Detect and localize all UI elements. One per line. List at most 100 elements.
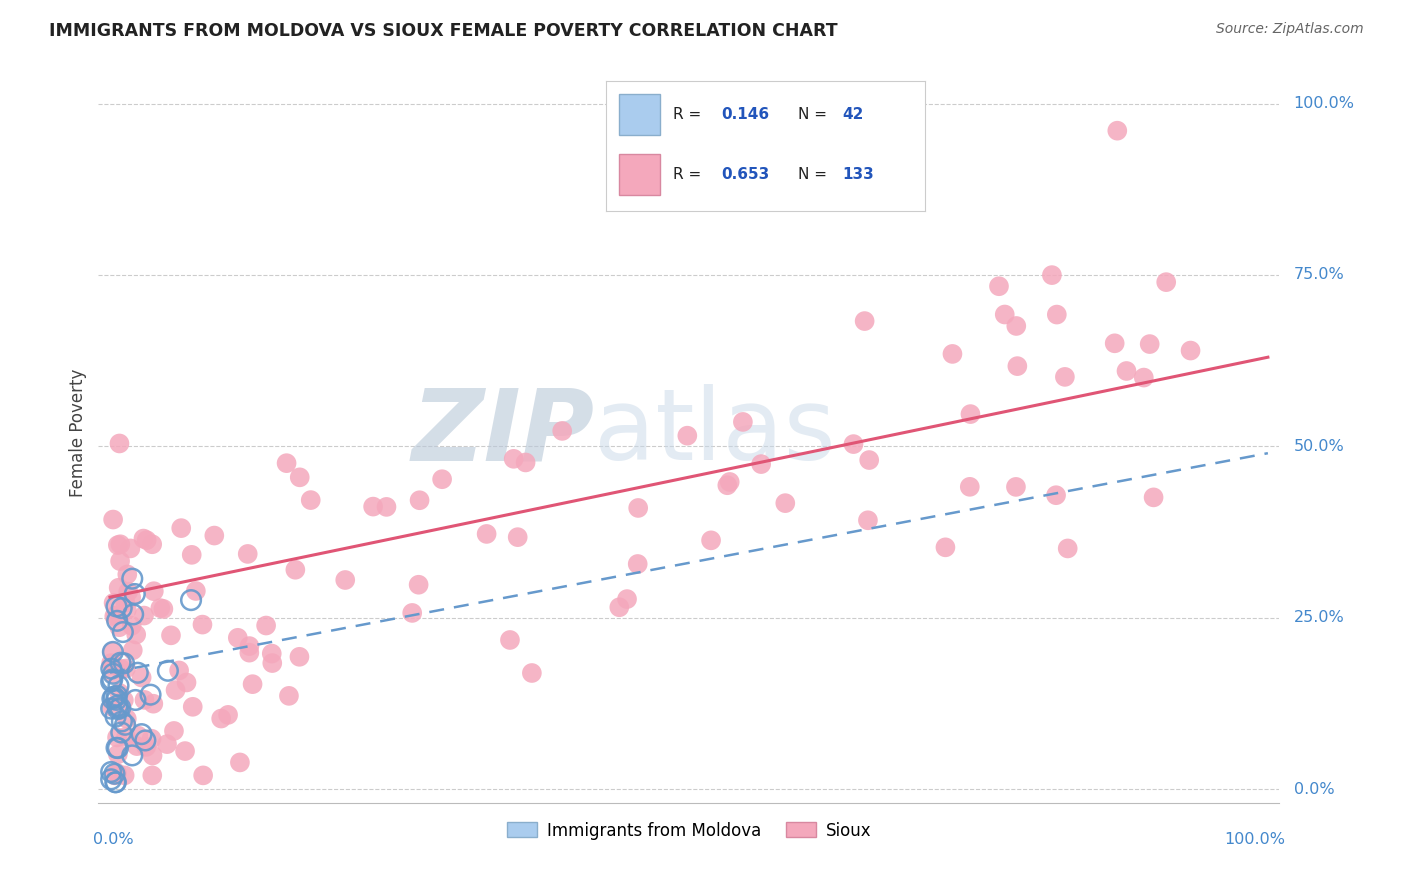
Point	[284, 563, 307, 577]
Point	[107, 747, 129, 762]
Point	[124, 693, 146, 707]
Point	[135, 533, 157, 548]
Point	[551, 424, 574, 438]
Legend: Immigrants from Moldova, Sioux: Immigrants from Moldova, Sioux	[501, 815, 877, 847]
Point	[112, 657, 135, 671]
Point	[288, 470, 311, 484]
Point	[114, 718, 136, 732]
Point	[115, 661, 138, 675]
Point	[506, 530, 529, 544]
Text: 0.0%: 0.0%	[1294, 781, 1334, 797]
Point	[103, 690, 125, 704]
Point	[108, 686, 131, 700]
Point	[101, 673, 124, 687]
Point	[124, 587, 146, 601]
Point	[858, 453, 880, 467]
Point	[627, 500, 650, 515]
Point	[1007, 359, 1029, 373]
Text: 0.0%: 0.0%	[93, 832, 134, 847]
Point	[1107, 124, 1129, 138]
Point	[134, 693, 156, 707]
Point	[499, 632, 522, 647]
Point	[100, 662, 122, 676]
Point	[115, 730, 138, 744]
Point	[408, 578, 430, 592]
Point	[180, 548, 202, 562]
Point	[105, 698, 128, 713]
Text: IMMIGRANTS FROM MOLDOVA VS SIOUX FEMALE POVERTY CORRELATION CHART: IMMIGRANTS FROM MOLDOVA VS SIOUX FEMALE …	[49, 22, 838, 40]
Point	[994, 308, 1017, 322]
Point	[1115, 364, 1137, 378]
Point	[107, 581, 129, 595]
Point	[101, 645, 124, 659]
Point	[134, 733, 156, 747]
Point	[104, 775, 127, 789]
Point	[111, 714, 134, 729]
Point	[959, 480, 981, 494]
Point	[101, 645, 124, 659]
Point	[135, 739, 157, 754]
Point	[262, 656, 284, 670]
Point	[103, 596, 125, 610]
Point	[1133, 370, 1156, 384]
Point	[401, 606, 423, 620]
Point	[163, 723, 186, 738]
Point	[1104, 336, 1126, 351]
Point	[110, 725, 132, 739]
Point	[108, 620, 131, 634]
Point	[749, 457, 772, 471]
Point	[112, 693, 135, 707]
Point	[141, 537, 163, 551]
Point	[278, 689, 301, 703]
Point	[107, 702, 129, 716]
Point	[335, 573, 357, 587]
Point	[131, 727, 153, 741]
Point	[361, 500, 384, 514]
Point	[105, 731, 128, 745]
Point	[104, 775, 127, 789]
Point	[127, 729, 149, 743]
Point	[114, 596, 136, 610]
Point	[941, 347, 963, 361]
Point	[475, 527, 498, 541]
Point	[502, 451, 524, 466]
Point	[142, 584, 165, 599]
Point	[101, 666, 124, 681]
Point	[110, 662, 132, 676]
Point	[131, 671, 153, 685]
Point	[105, 740, 128, 755]
Point	[170, 521, 193, 535]
Point	[229, 756, 252, 770]
Text: 100.0%: 100.0%	[1294, 96, 1354, 112]
Point	[127, 665, 149, 680]
Point	[121, 643, 143, 657]
Point	[260, 647, 283, 661]
Point	[288, 649, 311, 664]
Point	[934, 541, 956, 555]
Point	[101, 512, 124, 526]
Point	[100, 764, 122, 779]
Point	[100, 699, 122, 714]
Point	[217, 707, 239, 722]
Point	[1040, 268, 1063, 282]
Point	[408, 493, 430, 508]
Point	[775, 496, 797, 510]
Point	[115, 712, 138, 726]
Point	[103, 766, 125, 780]
Point	[117, 584, 139, 599]
Point	[856, 513, 879, 527]
Point	[174, 744, 197, 758]
Point	[1046, 308, 1069, 322]
Point	[238, 639, 260, 653]
Point	[607, 600, 630, 615]
Point	[115, 603, 138, 617]
Text: 100.0%: 100.0%	[1225, 832, 1285, 847]
Point	[676, 428, 699, 442]
Point	[121, 619, 143, 633]
Point	[105, 693, 128, 707]
Point	[120, 541, 142, 556]
Point	[430, 472, 453, 486]
Point	[101, 658, 124, 673]
Point	[132, 532, 155, 546]
Point	[226, 631, 249, 645]
